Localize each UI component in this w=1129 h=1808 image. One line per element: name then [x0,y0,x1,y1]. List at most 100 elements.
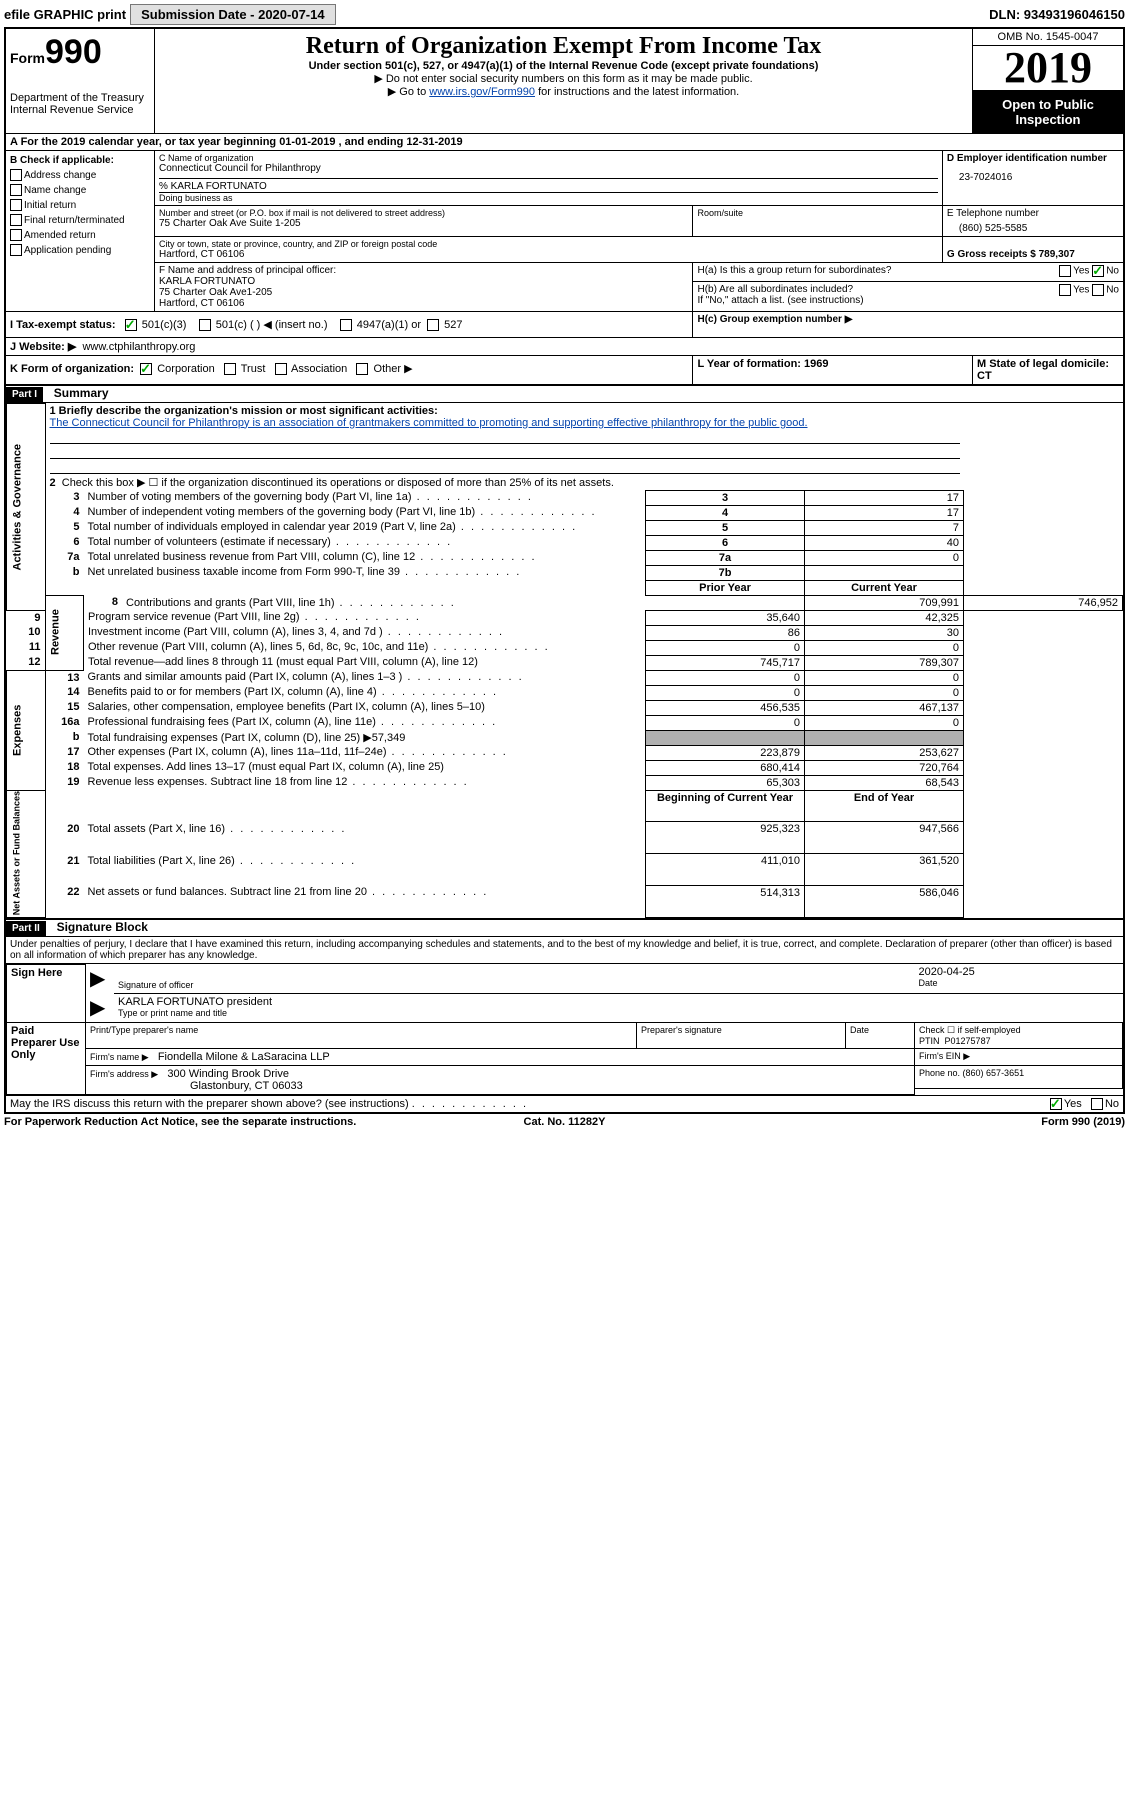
row-4-desc: Number of independent voting members of … [84,505,646,520]
checkbox-association[interactable] [275,363,287,375]
row-4-num: 4 [73,506,79,518]
row-3-desc: Number of voting members of the governin… [84,490,646,505]
checkbox-corporation[interactable] [140,363,152,375]
row-7a-num: 7a [67,551,79,563]
sign-arrow-1: ▶ [86,964,115,993]
checkbox-discuss-yes[interactable] [1050,1098,1062,1110]
checkbox-hb-yes[interactable] [1059,284,1071,296]
checkbox-application-pending[interactable] [10,244,22,256]
form-title: Return of Organization Exempt From Incom… [159,33,968,60]
row-14-num: 14 [67,686,79,698]
i-label: I Tax-exempt status: [10,319,116,331]
officer-name: KARLA FORTUNATO [159,276,688,287]
city-label: City or town, state or province, country… [159,239,938,249]
row-22-end: 586,046 [805,885,964,917]
checkbox-initial-return[interactable] [10,199,22,211]
checkbox-discuss-no[interactable] [1091,1098,1103,1110]
k-label: K Form of organization: [10,363,134,375]
checkbox-4947[interactable] [340,319,352,331]
checkbox-address-change[interactable] [10,169,22,181]
checkbox-ha-no[interactable] [1092,265,1104,277]
opt-application-pending: Application pending [24,245,111,256]
section-d: D Employer identification number 23-7024… [942,151,1124,206]
goto-suffix: for instructions and the latest informat… [535,86,739,98]
firm-phone: Phone no. (860) 657-3651 [915,1066,1123,1088]
row-14-prior: 0 [646,685,805,700]
header-left-cell: Form990 Department of the Treasury Inter… [5,28,155,134]
checkbox-trust[interactable] [224,363,236,375]
checkbox-ha-yes[interactable] [1059,265,1071,277]
section-k: K Form of organization: Corporation Trus… [5,356,693,386]
top-bar: efile GRAPHIC print Submission Date - 20… [4,4,1125,25]
checkbox-final-return[interactable] [10,214,22,226]
row-15-num: 15 [67,701,79,713]
row-19-num: 19 [67,776,79,788]
submission-date-button[interactable]: Submission Date - 2020-07-14 [130,4,336,25]
row-19-prior: 65,303 [646,775,805,790]
checkbox-hb-no[interactable] [1092,284,1104,296]
check-self-employed: Check ☐ if self-employed [919,1025,1021,1035]
row-3-val: 17 [805,490,964,505]
row-16a-desc: Professional fundraising fees (Part IX, … [84,715,646,730]
room-suite: Room/suite [693,206,942,237]
checkbox-501c3[interactable] [125,319,137,331]
row-16b-prior-shaded [646,730,805,745]
checkbox-527[interactable] [427,319,439,331]
row-18-desc: Total expenses. Add lines 13–17 (must eq… [84,760,646,775]
opt-address-change: Address change [24,170,96,181]
row-15-prior: 456,535 [646,700,805,715]
row-12-prior: 745,717 [646,655,805,670]
officer-addr: 75 Charter Oak Ave1-205 [159,287,688,298]
part-1-badge: Part I [6,387,43,402]
sig-date-label: Date [919,978,1119,988]
row-7a-val: 0 [805,550,964,565]
row-5-box: 5 [646,520,805,535]
section-f: F Name and address of principal officer:… [155,263,693,312]
row-12-num: 12 [28,656,40,668]
row-15-desc: Salaries, other compensation, employee b… [84,700,646,715]
part-1-header-row: Part I Summary [5,385,1124,403]
street-address: 75 Charter Oak Ave Suite 1-205 [159,218,688,229]
row-16b-desc: Total fundraising expenses (Part IX, col… [84,730,646,745]
row-16a-num: 16a [61,716,79,728]
row-6-box: 6 [646,535,805,550]
firm-addr-label: Firm's address ▶ [90,1069,158,1079]
mission-label: 1 Briefly describe the organization's mi… [50,405,438,417]
row-5-num: 5 [73,521,79,533]
row-9-num: 9 [34,612,40,624]
type-name-label: Type or print name and title [118,1008,1119,1018]
header-center-cell: Return of Organization Exempt From Incom… [155,28,973,134]
firm-name-label: Firm's name ▶ [90,1052,149,1062]
row-10-current: 30 [805,625,964,640]
firm-addr-row: Firm's address ▶ 300 Winding Brook Drive… [86,1066,915,1095]
checkbox-name-change[interactable] [10,184,22,196]
opt-501c3: 501(c)(3) [142,319,187,331]
row-6-desc: Total number of volunteers (estimate if … [84,535,646,550]
irs-link[interactable]: www.irs.gov/Form990 [429,86,535,98]
opt-initial-return: Initial return [24,200,76,211]
discuss-no: No [1105,1098,1119,1110]
row-22-desc: Net assets or fund balances. Subtract li… [84,885,646,917]
vlabel-expenses: Expenses [7,670,46,790]
vlabel-net-assets: Net Assets or Fund Balances [7,790,46,917]
row-5-desc: Total number of individuals employed in … [84,520,646,535]
checkbox-501c[interactable] [199,319,211,331]
row-17-num: 17 [67,746,79,758]
section-h-c: H(c) Group exemption number ▶ [693,312,1124,338]
checkbox-amended-return[interactable] [10,229,22,241]
form-subtitle-1: Under section 501(c), 527, or 4947(a)(1)… [159,60,968,72]
room-label: Room/suite [697,208,937,218]
discuss-row: May the IRS discuss this return with the… [5,1096,1124,1114]
c-name-label: C Name of organization [159,153,938,163]
section-c-name: C Name of organization Connecticut Counc… [155,151,943,206]
dln-label: DLN: 93493196046150 [989,7,1125,22]
gross-receipts: G Gross receipts $ 789,307 [947,249,1075,260]
row-6-num: 6 [73,536,79,548]
row-7a: 7aTotal unrelated business revenue from … [7,550,1123,565]
row-7b-box: 7b [646,565,805,580]
mission-text[interactable]: The Connecticut Council for Philanthropy… [50,417,808,429]
dept-treasury: Department of the Treasury [10,92,150,104]
checkbox-other[interactable] [356,363,368,375]
firm-name-value: Fiondella Milone & LaSaracina LLP [158,1051,330,1063]
line-2: 2 Check this box ▶ ☐ if the organization… [45,475,964,491]
